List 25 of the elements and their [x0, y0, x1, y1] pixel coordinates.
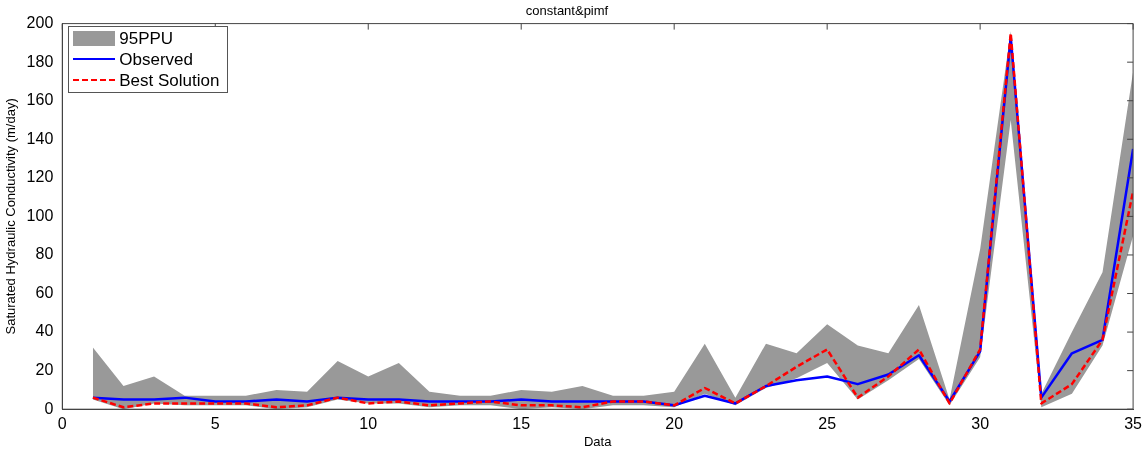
- x-tick-label: 15: [512, 415, 531, 433]
- y-tick-label: 120: [26, 168, 54, 186]
- y-tick-label: 80: [35, 245, 54, 263]
- y-tick-label: 20: [35, 361, 54, 379]
- x-tick-label: 5: [210, 415, 220, 433]
- y-tick-label: 140: [26, 129, 54, 147]
- x-tick-label: 0: [57, 415, 67, 433]
- legend-label: Best Solution: [119, 69, 220, 91]
- y-tick-label: 0: [44, 399, 54, 417]
- y-tick-label: 200: [26, 14, 54, 32]
- y-tick-label: 60: [35, 283, 54, 301]
- x-axis-title: Data: [583, 433, 613, 449]
- x-tick-label: 20: [665, 415, 684, 433]
- legend-label: Observed: [119, 48, 193, 70]
- y-tick-label: 100: [26, 206, 54, 224]
- x-tick-label: 25: [818, 415, 837, 433]
- x-tick-label: 10: [359, 415, 378, 433]
- y-tick-label: 160: [26, 91, 54, 109]
- x-tick-label: 30: [971, 415, 990, 433]
- y-tick-label: 180: [26, 52, 54, 70]
- chart-title: constant&pimf: [525, 3, 609, 19]
- x-tick-label: 35: [1124, 415, 1142, 433]
- legend-label: 95PPU: [119, 27, 174, 49]
- y-tick-label: 40: [35, 322, 54, 340]
- y-axis-title: Saturated Hydraulic Conductivity (m/day): [3, 98, 19, 335]
